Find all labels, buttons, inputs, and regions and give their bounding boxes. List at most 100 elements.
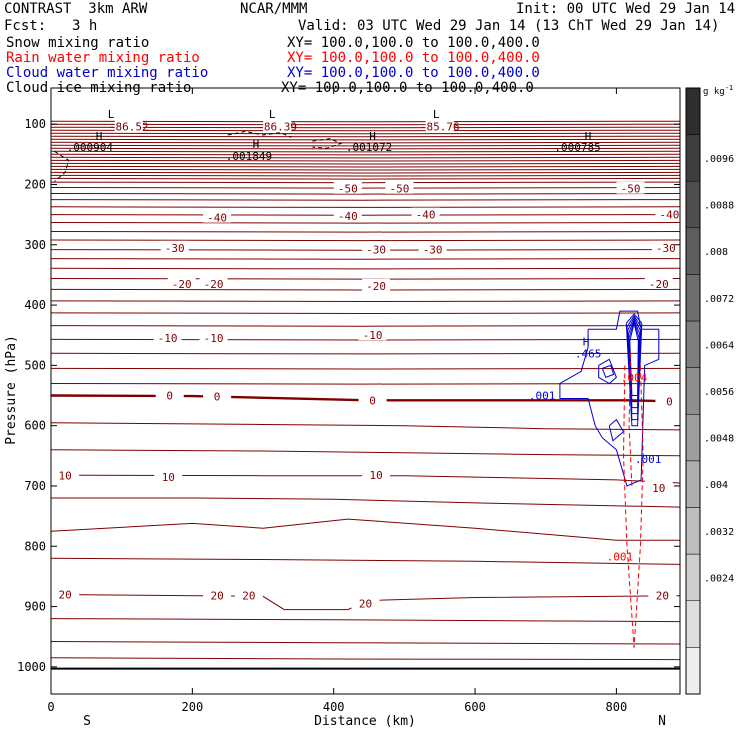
cloud-ice-contour [312,138,343,149]
x-end-label-north: N [658,714,666,729]
colorbar-label: .0024 [704,573,734,584]
x-tick-label: 600 [464,700,486,714]
colorbar-label: .0096 [704,154,734,165]
field-xy-snow: XY= 100.0,100.0 to 100.0,400.0 [287,35,540,51]
isotherm-label: 20 [656,590,669,603]
isotherm-label-bg [154,469,183,482]
isotherm-line [50,394,681,403]
colorbar-frame [685,87,701,695]
y-tick-label: 900 [24,600,46,614]
colorbar-unit: g kg-1 [703,84,733,97]
high-low-marker: L [108,108,115,121]
high-low-marker: L [433,108,440,121]
isotherm-label: -50 [389,183,409,196]
x-tick-label: 0 [47,700,54,714]
isotherm-label: 0 [666,396,673,409]
rain-water-contour [628,353,633,487]
plot-frame [50,87,681,695]
isotherm-line [50,618,681,623]
isotherm-line [50,206,681,208]
isotherm-label: 20 [210,590,223,603]
cloud-ice-contour [227,130,292,138]
isotherm-label-bg [648,588,677,601]
field-xy-cloud-ice: XY= 100.0,100.0 to 100.0,400.0 [281,80,534,96]
isotherm-line [50,156,681,159]
x-tick-label: 800 [606,700,628,714]
colorbar-label: .0056 [704,387,734,398]
colorbar-label: .008 [704,247,728,258]
colorbar: .0096 .0088 .008 .0072 .0064 .0056 .0048 .004 .0… [685,84,734,695]
cloud-ice-label: .001072 [346,141,392,154]
isotherm-label: -40 [659,209,679,222]
high-low-marker: H [585,130,592,143]
chart-title: CONTRAST 3km ARW [4,1,148,17]
isotherm-line [50,141,681,144]
isotherm-label: 10 [162,471,175,484]
isotherm-label: 20 [242,590,255,603]
isotherm-label: 0 [166,390,173,403]
isotherm-label-bg [644,480,673,493]
field-name-snow: Snow mixing ratio [6,35,150,51]
cloud-ice-contours [54,130,343,182]
rain-water-contours [622,353,644,648]
isotherm-line [50,162,681,165]
isotherm-line [50,129,681,132]
valid-time: Valid: 03 UTC Wed 29 Jan 14 (13 ChT Wed … [298,18,720,34]
isotherm-line [50,126,681,129]
cloud-water-contours [559,310,660,487]
isotherm-label-bg [425,119,454,132]
isotherm-line [50,168,681,171]
isotherm-label-bg [199,276,228,289]
isotherm-line [50,641,681,645]
isotherm-label: 20 [59,589,72,602]
isotherm-line [50,150,681,153]
isotherm-line [50,231,681,233]
isotherm-line [50,249,681,251]
colorbar-swatch [685,180,701,229]
isotherm-label-bg [160,240,189,253]
isotherm-line [50,383,681,385]
isotherm-label-bg [362,242,391,255]
cloud-water-contour [601,364,615,379]
y-tick-label: 200 [24,177,46,191]
cloud-water-contour [608,418,625,442]
colorbar-swatch [685,507,701,555]
isotherm-line [50,153,681,156]
isotherm-label: -40 [207,212,227,225]
isotherm-label-bg [114,119,143,132]
isotherm-line [51,497,681,508]
isotherm-line [50,138,681,141]
isotherm-line [50,657,681,661]
isotherm-label: -30 [423,244,443,257]
isotherm-line [50,258,681,260]
x-axis-title: Distance (km) [314,714,416,729]
isotherm-line [50,594,681,611]
high-low-marker: H [369,130,376,143]
isotherm-line [50,338,681,341]
colorbar-swatch [685,414,701,462]
colorbar-label: .0048 [704,434,734,445]
colorbar-swatch [685,320,701,368]
isotherm-line [50,120,681,123]
temperature-contours [50,120,681,670]
y-tick-label: 100 [24,117,46,131]
isotherm-line [50,193,681,195]
y-tick-label: 400 [24,298,46,312]
isotherm-label-bg [203,389,232,402]
y-tick-label: 700 [24,479,46,493]
isotherm-label-bg [651,240,680,253]
x-end-label-south: S [83,714,91,729]
high-low-marker: H [96,130,103,143]
isotherm-label-bg [333,208,362,221]
x-tick-label: 400 [323,700,345,714]
isotherm-label-bg [362,468,391,481]
isotherm-label: 20 [359,598,372,611]
isotherm-label-bg [644,276,673,289]
isotherm-line [50,300,681,303]
cloud-water-contour [628,319,640,403]
isotherm-line [50,557,681,565]
isotherm-line [50,288,681,291]
cloud-ice-label: .000904 [67,141,114,154]
isotherm-line [50,199,681,201]
